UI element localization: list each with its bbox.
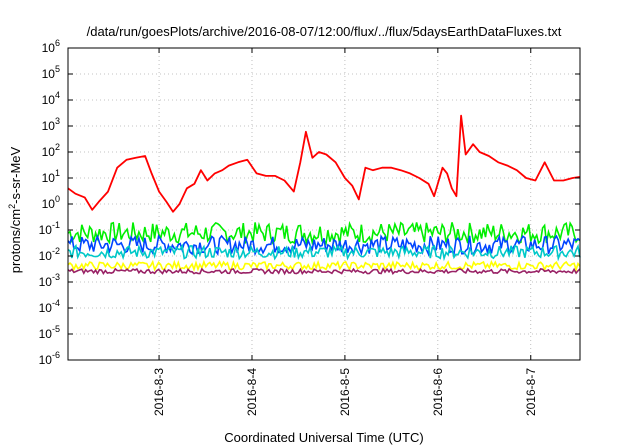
flux-band-line	[67, 267, 581, 276]
y-tick-label: 10-3	[39, 272, 60, 289]
y-tick-label: 10-5	[39, 324, 60, 341]
y-tick-label: 10-1	[39, 220, 60, 237]
y-tick-label: 10-4	[39, 298, 60, 315]
x-tick-label: 2016-8-6	[431, 368, 445, 416]
x-tick-label: 2016-8-3	[152, 368, 166, 416]
flux-bands	[67, 220, 581, 276]
flux-band-line	[67, 243, 581, 262]
flux-band-line	[67, 259, 581, 273]
y-tick-label: 106	[42, 38, 60, 55]
y-tick-label: 104	[42, 90, 60, 107]
y-tick-label: 10-6	[39, 350, 60, 367]
x-tick-label: 2016-8-5	[338, 368, 352, 416]
x-axis-ticks: 2016-8-3 2016-8-4 2016-8-5 2016-8-6 2016-8-7	[152, 48, 538, 416]
y-tick-label: 100	[42, 194, 60, 211]
y-tick-label: 105	[42, 64, 60, 81]
y-tick-label: 101	[42, 168, 60, 185]
y-axis-label: protons/cm2-s-sr-MeV	[7, 146, 23, 273]
flux-series-line	[67, 114, 581, 213]
chart-title: /data/run/goesPlots/archive/2016-08-07/1…	[87, 24, 562, 39]
grid-lines	[68, 48, 580, 360]
x-axis-label: Coordinated Universal Time (UTC)	[224, 430, 423, 445]
y-axis-label-base: protons/cm	[8, 209, 23, 273]
x-tick-label: 2016-8-4	[245, 368, 259, 416]
y-axis-label-rest: -s-sr-MeV	[8, 146, 23, 203]
y-axis-label-sup: 2	[7, 204, 17, 209]
flux-series	[67, 114, 581, 213]
y-axis-ticks: 10-6 10-5 10-4 10-3 10-2 10-1 100 101 102 103 104 1…	[39, 38, 580, 367]
x-tick-label: 2016-8-7	[524, 368, 538, 416]
y-tick-label: 102	[42, 142, 60, 159]
y-tick-label: 103	[42, 116, 60, 133]
y-tick-label: 10-2	[39, 246, 60, 263]
